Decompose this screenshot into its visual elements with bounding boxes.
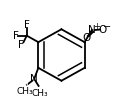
Text: O: O — [97, 25, 106, 35]
Text: CH₃: CH₃ — [32, 89, 48, 98]
Text: +: + — [93, 22, 99, 31]
Text: N: N — [21, 82, 28, 92]
Text: −: − — [102, 22, 110, 32]
Text: F: F — [24, 20, 29, 30]
Text: F: F — [13, 31, 18, 41]
Text: CH₃: CH₃ — [16, 87, 33, 96]
Text: N: N — [30, 74, 38, 84]
Text: O: O — [81, 33, 90, 43]
Text: N: N — [87, 25, 95, 35]
Text: F: F — [18, 40, 24, 50]
